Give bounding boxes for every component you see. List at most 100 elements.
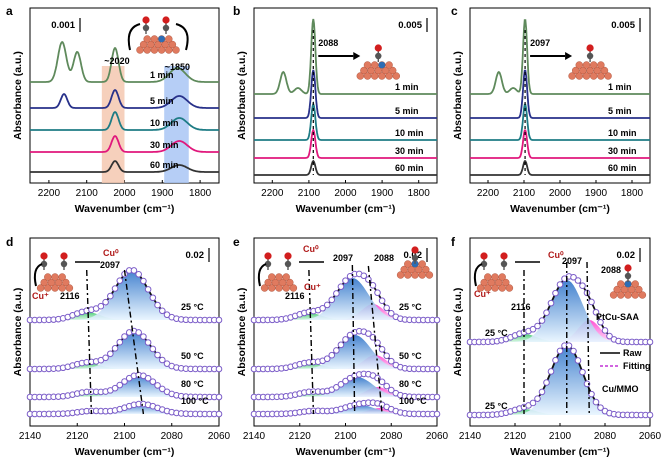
raw-data-point (565, 342, 573, 349)
x-tick-label: 2100 (334, 431, 357, 442)
x-tick-label: 2000 (113, 188, 136, 199)
raw-data-point (387, 357, 395, 365)
x-tick-label: 2120 (504, 431, 527, 442)
raw-data-point (529, 325, 537, 333)
species-label-cu-plus: Cu⁺ (32, 291, 49, 301)
legend-label: Raw (623, 348, 643, 358)
raw-data-point (529, 399, 537, 407)
y-axis-label: Absorbance (a.u.) (236, 288, 248, 377)
species-label-cu-zero: Cu⁰ (548, 250, 564, 260)
series-label: 5 min (395, 106, 419, 116)
raw-data-point (592, 398, 600, 406)
raw-data-point (130, 267, 138, 274)
fit-band-cu-zero (254, 335, 437, 369)
species-label-cu-plus: Cu⁺ (304, 282, 321, 292)
raw-data-point (433, 410, 441, 418)
raw-data-point (121, 378, 128, 385)
x-tick-label: 2080 (161, 431, 184, 442)
raw-data-point (121, 333, 128, 340)
x-tick-label: 2120 (289, 431, 312, 442)
raw-data-point (378, 345, 386, 353)
raw-data-point (154, 351, 161, 359)
spectrum-line (470, 160, 650, 176)
scale-bar-label: 0.02 (186, 250, 205, 261)
co-molecule-icon (624, 264, 632, 282)
raw-data-point (378, 378, 386, 386)
peak-annotation: ~1850 (165, 62, 190, 72)
raw-data-point (140, 277, 147, 285)
series-label: 1 min (150, 70, 174, 80)
raw-data-point (215, 316, 223, 324)
raw-data-point (383, 382, 390, 390)
sample-label: PtCu-SAA (596, 312, 639, 322)
arrowhead-icon (565, 52, 573, 60)
arrow-icon (473, 263, 483, 287)
raw-data-point (215, 365, 223, 373)
spectrum-line (470, 103, 650, 141)
raw-data-point (570, 273, 577, 281)
x-axis-label: Wavenumber (cm⁻¹) (296, 446, 396, 458)
raw-data-point (378, 297, 386, 305)
raw-data-point (574, 277, 582, 284)
peak-annotation: 2097 (562, 256, 582, 266)
x-tick-label: 1900 (371, 188, 394, 199)
raw-data-point (333, 347, 340, 354)
raw-data-point (601, 327, 609, 334)
x-axis-label: Wavenumber (cm⁻¹) (510, 446, 610, 458)
raw-data-point (159, 385, 166, 393)
peak-annotation: 2116 (511, 302, 531, 312)
spectrum-line (254, 69, 437, 119)
peak-annotation: 2088 (374, 253, 394, 263)
co-molecule-icon (284, 252, 292, 270)
x-tick-label: 2000 (549, 188, 572, 199)
raw-data-point (319, 304, 326, 312)
series-label: 25 °C (485, 328, 508, 338)
spectrum-line (254, 101, 437, 141)
raw-data-point (323, 301, 331, 309)
series-label: 25 °C (181, 302, 204, 312)
raw-data-point (107, 292, 114, 300)
raw-data-point (387, 310, 395, 317)
sample-label: Cu/MMO (602, 384, 639, 394)
raw-data-point (102, 354, 109, 362)
raw-data-point (588, 390, 595, 398)
series-label: 5 min (150, 96, 174, 106)
raw-data-point (387, 386, 395, 394)
x-axis-label: Wavenumber (cm⁻¹) (296, 203, 396, 215)
fit-band-pt (254, 355, 437, 369)
raw-data-point (538, 388, 546, 396)
co-molecule-icon (374, 44, 382, 62)
x-tick-label: 1900 (151, 188, 174, 199)
raw-data-point (149, 294, 157, 302)
co-molecule-icon (480, 252, 488, 270)
raw-data-point (433, 393, 441, 401)
raw-data-point (159, 307, 166, 315)
peak-annotation: 2116 (60, 291, 80, 301)
cu-surface-illustration (260, 273, 298, 292)
species-label-cu-zero: Cu⁰ (103, 248, 119, 258)
raw-data-point (646, 411, 654, 419)
x-axis-label: Wavenumber (cm⁻¹) (75, 446, 175, 458)
surface-illustration (568, 61, 612, 80)
series-label: 1 min (395, 82, 419, 92)
raw-data-point (333, 290, 340, 297)
peak-guide-line (308, 269, 315, 415)
x-tick-label: 1800 (189, 188, 212, 199)
raw-data-point (144, 286, 152, 293)
x-tick-label: 2000 (334, 188, 357, 199)
raw-data-point (543, 309, 550, 317)
spectrum-line (30, 135, 219, 153)
raw-data-point (328, 351, 336, 359)
raw-data-point (149, 345, 157, 353)
co-molecule-icon (40, 252, 48, 270)
raw-data-point (215, 410, 223, 418)
raw-data-point (556, 347, 564, 355)
raw-data-point (374, 289, 381, 297)
species-label-cu-zero: Cu⁰ (303, 244, 319, 254)
raw-data-point (116, 381, 124, 389)
series-label: 30 min (395, 146, 424, 156)
x-tick-label: 1800 (621, 188, 644, 199)
peak-annotation: 2097 (100, 260, 120, 270)
scale-bar-label: 0.005 (611, 20, 635, 31)
series-label: 80 °C (181, 379, 204, 389)
